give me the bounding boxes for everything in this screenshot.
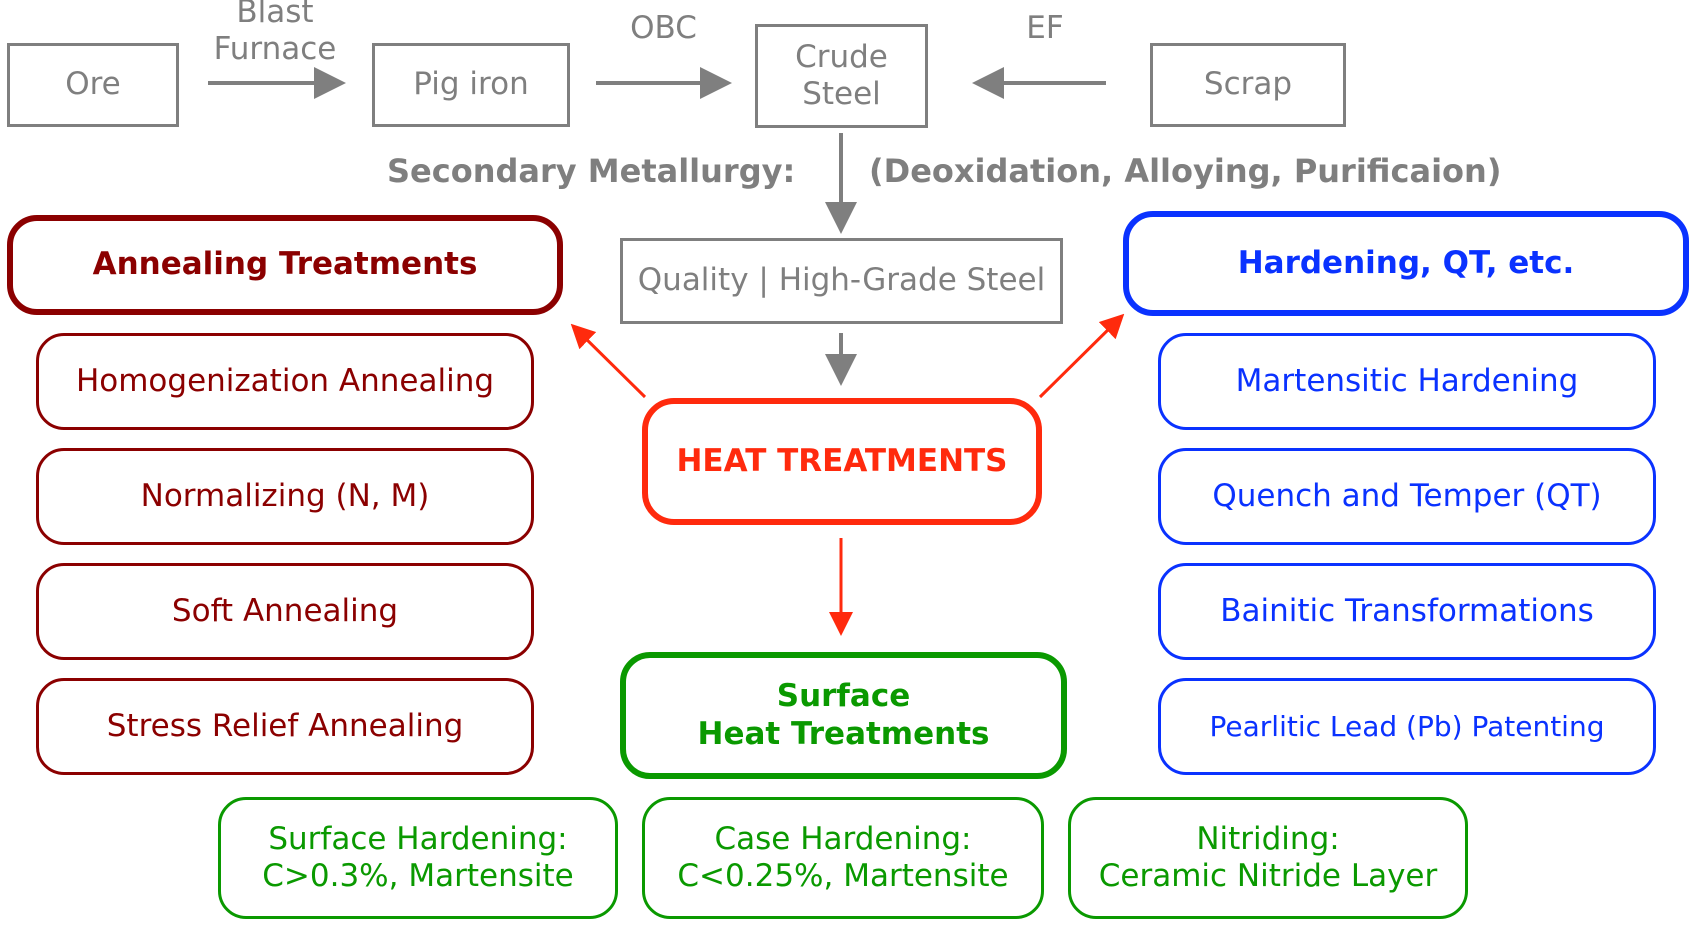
list-item-label: Homogenization Annealing [75,362,495,399]
arrow-heat-to-annealing [570,323,647,399]
crude-steel-label: Crude Steel [795,38,888,112]
annealing-item-stress-relief: Stress Relief Annealing [36,678,534,775]
list-item-label: Nitriding: Ceramic Nitride Layer [1098,820,1438,894]
obc-label: OBC [630,10,697,46]
hardening-item-patenting: Pearlitic Lead (Pb) Patenting [1158,678,1656,775]
surface-title: Surface Heat Treatments [697,678,990,752]
ef-label: EF [1026,10,1064,46]
quality-steel-label: Quality | High-Grade Steel [637,262,1046,299]
hardening-item-qt: Quench and Temper (QT) [1158,448,1656,545]
hardening-title: Hardening, QT, etc. [1237,244,1575,281]
list-item-label: Bainitic Transformations [1220,592,1594,629]
list-item-label: Martensitic Hardening [1235,362,1579,399]
list-item-label: Surface Hardening: C>0.3%, Martensite [262,820,574,894]
surface-item-nitriding: Nitriding: Ceramic Nitride Layer [1068,797,1468,919]
crude-steel-box: Crude Steel [755,24,928,128]
list-item-label: Soft Annealing [171,592,399,629]
scrap-label: Scrap [1203,66,1293,103]
list-item-label: Pearlitic Lead (Pb) Patenting [1209,709,1605,743]
hardening-item-bainitic: Bainitic Transformations [1158,563,1656,660]
annealing-treatments-header: Annealing Treatments [7,215,563,315]
quality-steel-box: Quality | High-Grade Steel [620,238,1063,324]
heat-treatments-box: HEAT TREATMENTS [642,398,1042,525]
annealing-title: Annealing Treatments [92,246,478,283]
list-item-label: Normalizing (N, M) [140,477,430,514]
heat-treatments-label: HEAT TREATMENTS [676,442,1008,479]
list-item-label: Quench and Temper (QT) [1212,477,1602,514]
ore-box: Ore [7,43,179,127]
blast-furnace-label: Blast Furnace [213,0,337,68]
list-item-label: Stress Relief Annealing [106,707,464,744]
surface-heat-treatments-header: Surface Heat Treatments [620,652,1067,779]
annealing-item-normalizing: Normalizing (N, M) [36,448,534,545]
arrow-heat-to-hardening [1038,313,1125,399]
surface-item-surface-hardening: Surface Hardening: C>0.3%, Martensite [218,797,618,919]
scrap-box: Scrap [1150,43,1346,127]
annealing-item-homogenization: Homogenization Annealing [36,333,534,430]
hardening-header: Hardening, QT, etc. [1123,211,1689,316]
list-item-label: Case Hardening: C<0.25%, Martensite [677,820,1009,894]
pig-iron-label: Pig iron [413,66,529,103]
annealing-item-soft: Soft Annealing [36,563,534,660]
hardening-item-martensitic: Martensitic Hardening [1158,333,1656,430]
pig-iron-box: Pig iron [372,43,570,127]
surface-item-case-hardening: Case Hardening: C<0.25%, Martensite [642,797,1044,919]
ore-label: Ore [65,66,121,103]
secondary-metallurgy-label: Secondary Metallurgy: [387,152,796,190]
secondary-metallurgy-detail: (Deoxidation, Alloying, Purificaion) [869,152,1502,190]
